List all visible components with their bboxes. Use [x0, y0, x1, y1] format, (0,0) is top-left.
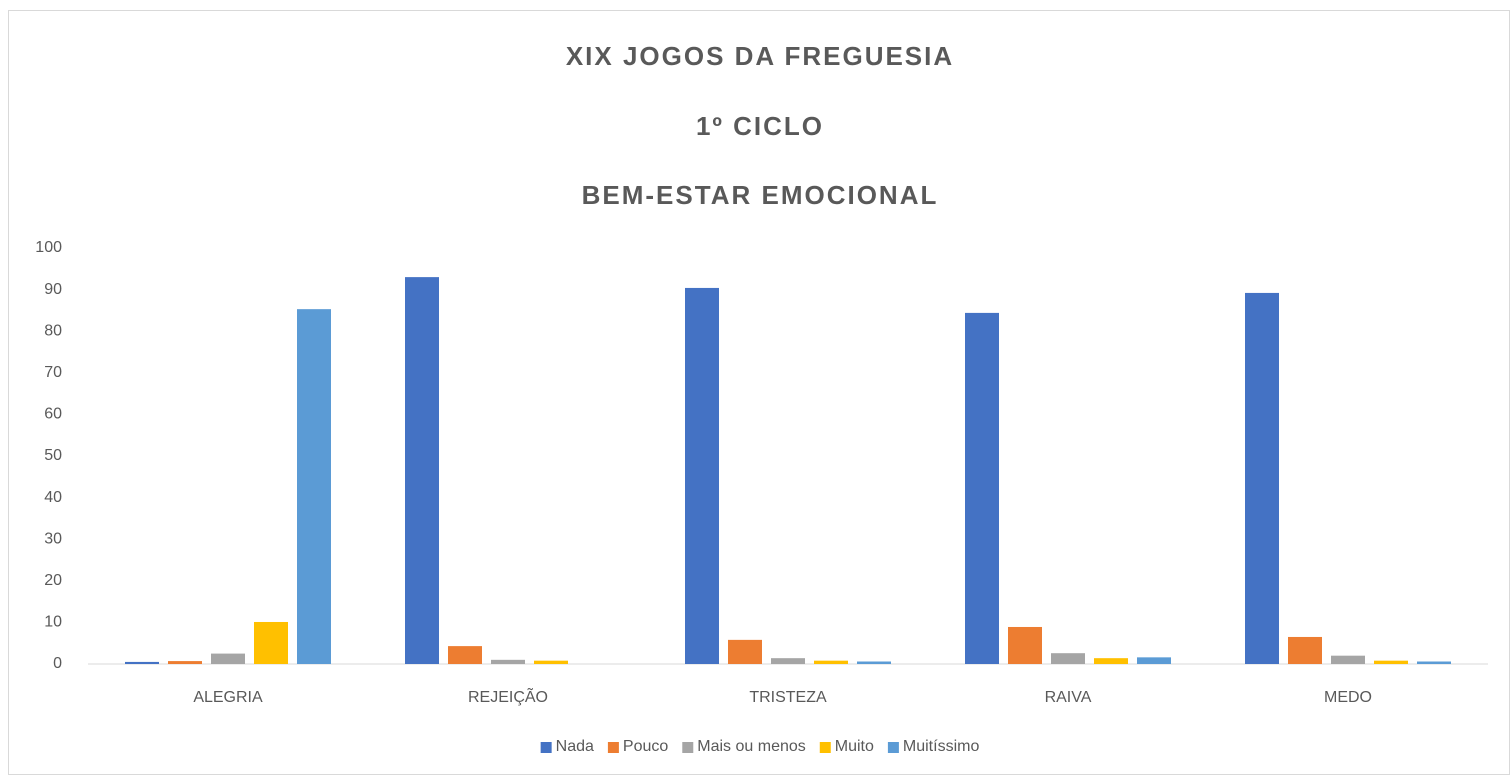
- chart-title: XIX JOGOS DA FREGUESIA: [566, 41, 954, 71]
- bar: [491, 659, 525, 664]
- y-tick-label: 50: [44, 447, 62, 464]
- bar: [1137, 657, 1171, 664]
- bar: [1331, 655, 1365, 664]
- bar: [405, 277, 439, 664]
- bar: [297, 309, 331, 664]
- legend-label: Nada: [556, 738, 594, 755]
- y-tick-label: 10: [44, 614, 62, 631]
- bar: [1374, 660, 1408, 664]
- x-tick-label: REJEIÇÃO: [468, 686, 548, 706]
- x-tick-label: MEDO: [1324, 689, 1372, 706]
- bar: [728, 639, 762, 664]
- legend-swatch: [607, 742, 619, 753]
- y-tick-label: 20: [44, 572, 62, 589]
- bar: [857, 661, 891, 664]
- x-tick-label: ALEGRIA: [193, 689, 263, 706]
- chart-title: 1º CICLO: [696, 111, 824, 141]
- bar: [211, 653, 245, 664]
- y-tick-label: 30: [44, 530, 62, 547]
- y-tick-label: 0: [53, 655, 62, 672]
- legend-swatch: [682, 742, 694, 753]
- bar: [1094, 658, 1128, 664]
- legend-label: Mais ou menos: [697, 738, 806, 755]
- legend-swatch: [887, 742, 899, 753]
- bar: [814, 660, 848, 664]
- bar: [1051, 653, 1085, 664]
- chart-title: BEM-ESTAR EMOCIONAL: [582, 180, 939, 210]
- bar: [168, 661, 202, 664]
- bar: [125, 661, 159, 664]
- bar: [1288, 636, 1322, 664]
- bar: [685, 287, 719, 664]
- legend-swatch: [819, 742, 831, 753]
- bar: [1417, 661, 1451, 664]
- y-tick-label: 80: [44, 322, 62, 339]
- legend-label: Pouco: [623, 738, 668, 755]
- bar: [254, 621, 288, 664]
- x-tick-label: TRISTEZA: [749, 689, 827, 706]
- bar: [448, 646, 482, 664]
- legend-swatch: [540, 742, 552, 753]
- y-tick-label: 90: [44, 281, 62, 298]
- bar: [1008, 626, 1042, 664]
- bar: [965, 312, 999, 664]
- bar: [1245, 292, 1279, 664]
- y-tick-label: 40: [44, 489, 62, 506]
- x-tick-label: RAIVA: [1045, 689, 1092, 706]
- y-tick-label: 100: [35, 239, 62, 256]
- bar: [771, 658, 805, 664]
- bar: [534, 660, 568, 664]
- y-tick-label: 60: [44, 406, 62, 423]
- legend-label: Muitíssimo: [903, 738, 980, 755]
- y-tick-label: 70: [44, 364, 62, 381]
- legend-label: Muito: [835, 738, 874, 755]
